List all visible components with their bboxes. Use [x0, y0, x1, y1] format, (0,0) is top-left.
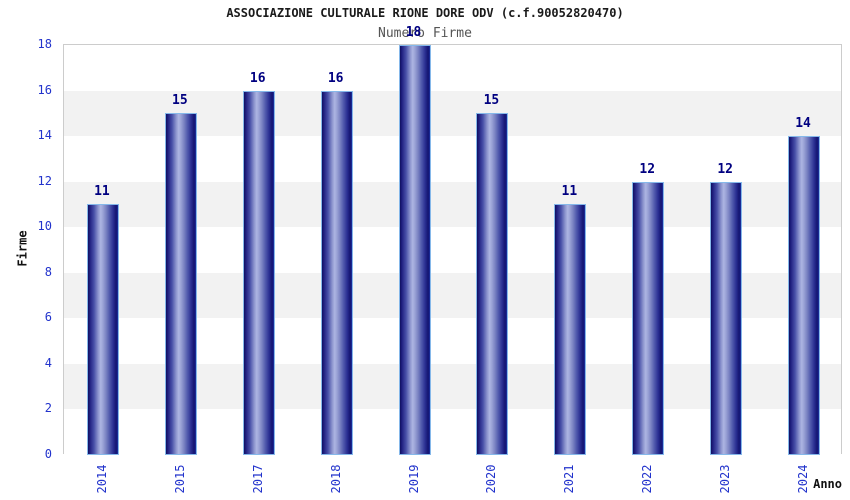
- x-tick-label: 2023: [718, 464, 733, 494]
- bar-value-label: 15: [172, 93, 188, 109]
- x-axis-title: Anno: [813, 477, 842, 491]
- bar-value-label: 18: [405, 25, 422, 40]
- y-tick-label: 18: [37, 37, 52, 51]
- bar: [242, 90, 275, 455]
- y-tick-label: 8: [44, 264, 52, 279]
- bar: [632, 181, 665, 455]
- bar-value-label: 14: [795, 116, 811, 132]
- y-tick-label: 2: [44, 401, 52, 416]
- x-tick-label: 2015: [172, 464, 187, 494]
- bar: [86, 204, 119, 455]
- bar-value-label: 16: [327, 70, 344, 86]
- x-tick-label: 2018: [328, 464, 343, 494]
- bar: [788, 136, 821, 455]
- y-tick-label: 12: [37, 173, 52, 188]
- x-tick-label: 2021: [562, 464, 577, 494]
- chart-subtitle: Numero Firme: [378, 26, 472, 41]
- y-tick-label: 6: [44, 310, 52, 325]
- plot-area: [63, 44, 842, 455]
- x-tick-label: 2019: [406, 464, 421, 494]
- bar-value-label: 16: [249, 70, 266, 86]
- bar: [476, 113, 509, 455]
- x-tick-label: 2024: [796, 464, 811, 494]
- bar-value-label: 12: [639, 161, 656, 177]
- y-tick-label: 0: [44, 447, 52, 461]
- bar: [710, 181, 743, 455]
- x-tick-label: 2014: [94, 464, 109, 494]
- grid-band: [64, 45, 841, 91]
- y-tick-label: 16: [37, 82, 52, 97]
- chart-title: ASSOCIAZIONE CULTURALE RIONE DORE ODV (c…: [226, 6, 624, 20]
- x-tick-label: 2017: [250, 464, 265, 494]
- y-tick-label: 14: [37, 128, 52, 143]
- y-tick-label: 4: [44, 355, 52, 370]
- y-tick-label: 10: [37, 219, 52, 234]
- bar-value-label: 11: [94, 184, 110, 200]
- bar: [398, 45, 431, 455]
- bar: [554, 204, 587, 455]
- y-axis-title: Firme: [15, 230, 30, 267]
- bar: [320, 90, 353, 455]
- bar-value-label: 12: [717, 161, 733, 177]
- x-tick-label: 2020: [484, 464, 499, 494]
- x-tick-label: 2022: [640, 464, 655, 494]
- bar-value-label: 15: [483, 93, 500, 109]
- bar: [164, 113, 197, 455]
- bar-value-label: 11: [561, 184, 578, 200]
